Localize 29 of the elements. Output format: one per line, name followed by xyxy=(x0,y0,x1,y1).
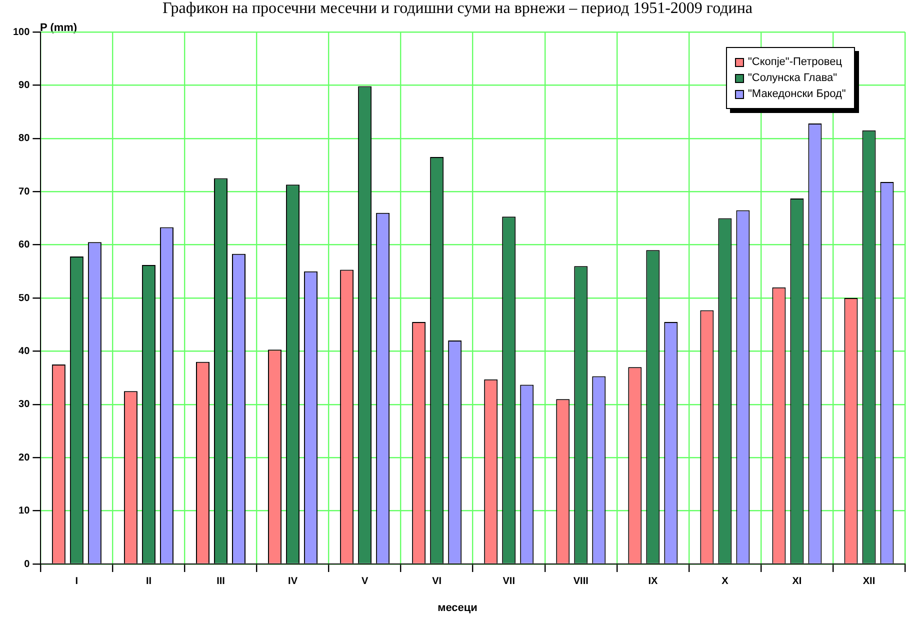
chart-title: Графикон на просечни месечни и годишни суми на врнежи – период 1951-2009 година xyxy=(162,0,754,18)
x-tick-label: VII xyxy=(502,576,516,587)
y-tick-label: 80 xyxy=(18,133,30,144)
y-tick-label: 100 xyxy=(12,26,30,38)
x-tick-label: IX xyxy=(648,576,658,587)
y-tick-label: 40 xyxy=(18,346,30,357)
legend-label: "Скопје"-Петровец xyxy=(748,56,842,68)
y-axis-title: P (mm) xyxy=(40,22,78,34)
legend-label: "Солунска Глава" xyxy=(748,72,838,84)
x-tick-label: XII xyxy=(862,576,876,587)
x-tick-label: V xyxy=(361,576,368,587)
y-tick-label: 10 xyxy=(18,506,30,517)
legend-label: "Македонски Брод" xyxy=(748,88,846,100)
x-tick-label: I xyxy=(75,576,78,587)
x-tick-label: VI xyxy=(432,576,442,587)
y-tick-label: 50 xyxy=(18,292,30,304)
x-tick-label: IV xyxy=(288,576,298,587)
y-tick-label: 30 xyxy=(18,399,30,410)
y-tick-label: 70 xyxy=(18,186,30,198)
y-tick-label: 60 xyxy=(18,240,30,251)
x-tick-label: X xyxy=(722,576,729,587)
y-tick-label: 0 xyxy=(24,558,30,570)
x-tick-label: XI xyxy=(792,576,802,587)
y-tick-label: 90 xyxy=(18,80,30,91)
x-axis-title: месеци xyxy=(436,602,478,614)
x-tick-label: II xyxy=(146,576,152,587)
x-tick-label: VIII xyxy=(573,576,589,587)
x-tick-label: III xyxy=(216,576,226,587)
y-tick-label: 20 xyxy=(18,452,30,464)
